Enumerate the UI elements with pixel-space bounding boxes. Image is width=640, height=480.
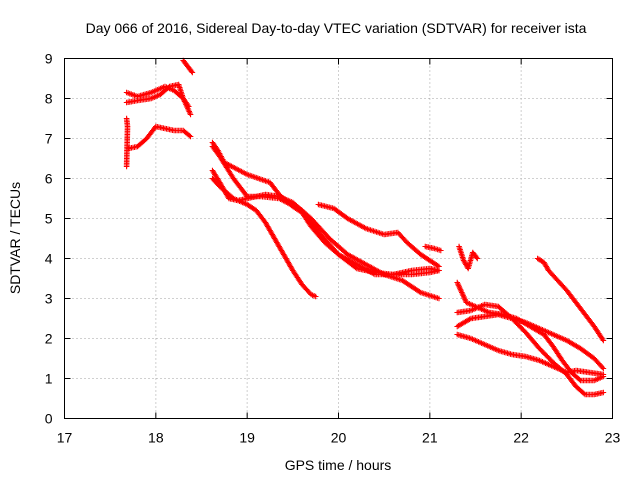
data-point (312, 293, 319, 300)
data-point (600, 365, 607, 372)
y-tick-label: 3 (45, 291, 53, 307)
data-point (434, 262, 441, 269)
y-tick-label: 5 (45, 211, 53, 227)
series-s11 (422, 243, 444, 254)
data-point (437, 247, 444, 254)
series-s17 (534, 255, 607, 344)
y-tick-label: 7 (45, 131, 53, 147)
data-point (599, 364, 606, 371)
data-point (186, 132, 193, 139)
series-s3 (125, 123, 194, 152)
x-tick-label: 23 (605, 430, 621, 446)
data-point (436, 263, 442, 270)
data-point (600, 389, 607, 396)
x-tick-label: 22 (513, 430, 529, 446)
data-point (576, 376, 583, 383)
y-axis-label: SDTVAR / TECUs (7, 182, 23, 294)
ticks (64, 58, 613, 419)
x-tick-labels: 17 18 19 20 21 22 23 (57, 430, 621, 446)
y-tick-label: 8 (45, 91, 53, 107)
series-s10 (315, 201, 442, 270)
series-s2 (123, 81, 192, 110)
y-tick-label: 0 (45, 411, 53, 427)
series-s15 (454, 331, 607, 378)
x-tick-label: 21 (422, 430, 438, 446)
data-point (416, 288, 423, 295)
data-point (600, 371, 607, 378)
y-tick-labels: 0 1 2 3 4 5 6 7 8 9 (45, 51, 53, 427)
data-point (123, 163, 130, 170)
data-point (189, 69, 196, 76)
y-tick-label: 2 (45, 331, 53, 347)
data-point (185, 103, 192, 110)
x-axis-label: GPS time / hours (285, 457, 392, 473)
data-point (600, 337, 607, 344)
series-s4 (123, 115, 131, 170)
data-points (123, 57, 607, 398)
data-point (187, 133, 194, 140)
series-s7 (209, 143, 442, 278)
data-point (581, 390, 587, 397)
x-tick-label: 20 (331, 430, 347, 446)
data-point (474, 255, 481, 262)
data-point (473, 254, 480, 261)
x-tick-label: 17 (57, 430, 73, 446)
y-tick-label: 1 (45, 371, 53, 387)
grid (64, 58, 613, 419)
chart-title: Day 066 of 2016, Sidereal Day-to-day VTE… (86, 20, 587, 36)
y-tick-label: 4 (45, 251, 53, 267)
y-tick-label: 9 (45, 51, 53, 67)
data-point (187, 111, 194, 118)
series-s12 (456, 243, 481, 272)
series-s16 (454, 311, 607, 372)
x-tick-label: 19 (239, 430, 255, 446)
x-tick-label: 18 (148, 430, 164, 446)
data-point (436, 295, 442, 302)
y-tick-label: 6 (45, 171, 53, 187)
series-s9 (209, 167, 442, 302)
series-s5 (180, 57, 196, 76)
data-point (188, 68, 195, 75)
series-s14 (454, 301, 607, 398)
